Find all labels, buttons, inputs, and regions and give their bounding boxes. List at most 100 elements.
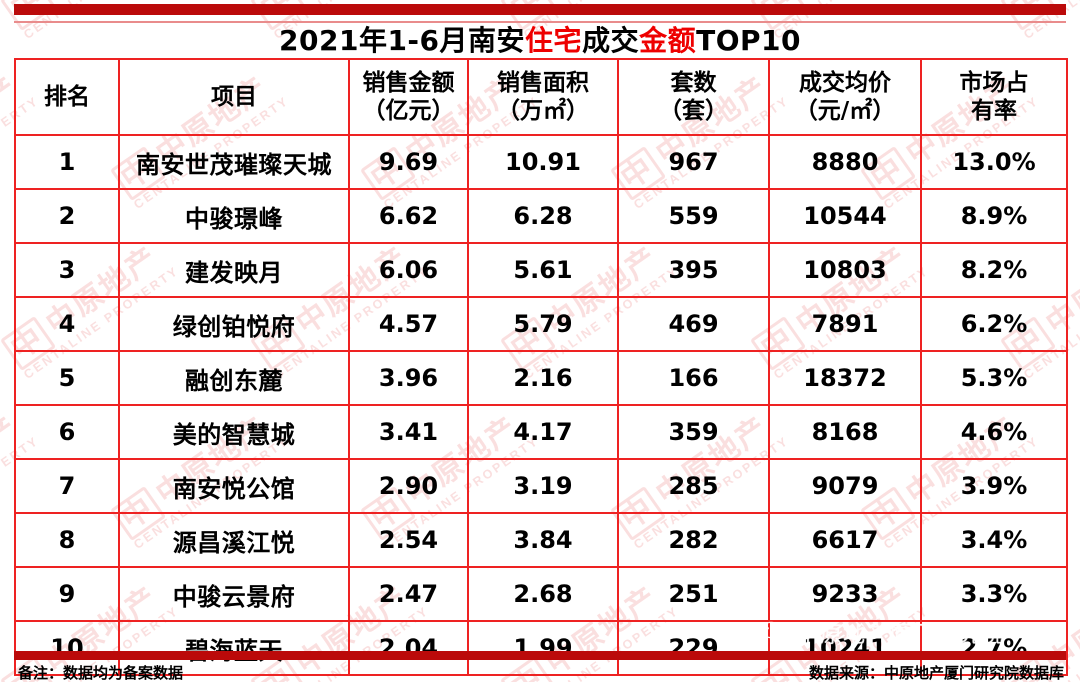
col-header-sales-area-line2: （万㎡） bbox=[497, 98, 589, 124]
cell-sales-amount: 9.69 bbox=[348, 134, 469, 190]
cell-units: 967 bbox=[617, 134, 770, 190]
cell-sales-area: 10.91 bbox=[467, 134, 619, 190]
cell-sales-area: 6.28 bbox=[467, 188, 619, 244]
table-row: 9 中骏云景府 2.47 2.68 251 9233 3.3% bbox=[14, 566, 1068, 622]
cell-market-share: 8.2% bbox=[920, 242, 1068, 298]
col-header-rank-line1: 排名 bbox=[44, 83, 90, 110]
table-header-row: 排名 项目 销售金额 （亿元） 销售面积 （万㎡） 套数 （套） bbox=[14, 58, 1068, 136]
cell-sales-amount: 2.47 bbox=[348, 566, 469, 622]
cell-project-name: 南安悦公馆 bbox=[118, 458, 350, 514]
page-title: 2021年1-6月南安住宅成交金额TOP10 bbox=[14, 24, 1066, 57]
cell-sales-amount: 2.90 bbox=[348, 458, 469, 514]
top-accent-bar bbox=[14, 4, 1066, 15]
cell-units: 229 bbox=[617, 620, 770, 676]
col-header-sales-area-line1: 销售面积 bbox=[497, 69, 589, 96]
cell-market-share: 3.9% bbox=[920, 458, 1068, 514]
col-header-project: 项目 bbox=[118, 58, 350, 136]
cell-units: 359 bbox=[617, 404, 770, 460]
bottom-accent-bar bbox=[14, 651, 1066, 660]
col-header-avg-price-line2: （元/㎡） bbox=[794, 98, 896, 124]
cell-sales-area: 3.19 bbox=[467, 458, 619, 514]
col-header-units-line1: 套数 bbox=[670, 69, 717, 96]
cell-sales-amount: 6.62 bbox=[348, 188, 469, 244]
cell-avg-price: 6617 bbox=[768, 512, 922, 568]
cell-market-share: 6.2% bbox=[920, 296, 1068, 352]
table-row: 5 融创东麓 3.96 2.16 166 18372 5.3% bbox=[14, 350, 1068, 406]
cell-sales-area: 3.84 bbox=[467, 512, 619, 568]
cell-project-name: 源昌溪江悦 bbox=[118, 512, 350, 568]
col-header-avg-price-line1: 成交均价 bbox=[799, 69, 891, 96]
col-header-sales-amount-line1: 销售金额 bbox=[362, 69, 455, 96]
cell-rank: 1 bbox=[14, 134, 120, 190]
table-row: 2 中骏璟峰 6.62 6.28 559 10544 8.9% bbox=[14, 188, 1068, 244]
cell-sales-amount: 3.96 bbox=[348, 350, 469, 406]
table-row: 6 美的智慧城 3.41 4.17 359 8168 4.6% bbox=[14, 404, 1068, 460]
cell-avg-price: 7891 bbox=[768, 296, 922, 352]
cell-market-share: 4.6% bbox=[920, 404, 1068, 460]
footnote-note: 备注：数据均为备案数据 bbox=[18, 664, 184, 682]
title-highlight-residential: 住宅 bbox=[525, 24, 583, 57]
col-header-units-line2: （套） bbox=[659, 98, 728, 124]
cell-units: 395 bbox=[617, 242, 770, 298]
cell-sales-area: 1.99 bbox=[467, 620, 619, 676]
cell-market-share: 3.4% bbox=[920, 512, 1068, 568]
cell-avg-price: 9233 bbox=[768, 566, 922, 622]
cell-sales-amount: 3.41 bbox=[348, 404, 469, 460]
footnote-source: 数据来源：中原地产厦门研究院数据库 bbox=[808, 664, 1064, 682]
cell-sales-amount: 2.54 bbox=[348, 512, 469, 568]
cell-project-name: 美的智慧城 bbox=[118, 404, 350, 460]
cell-rank: 2 bbox=[14, 188, 120, 244]
cell-units: 559 bbox=[617, 188, 770, 244]
cell-project-name: 建发映月 bbox=[118, 242, 350, 298]
cell-units: 282 bbox=[617, 512, 770, 568]
cell-rank: 6 bbox=[14, 404, 120, 460]
cell-units: 285 bbox=[617, 458, 770, 514]
cell-units: 166 bbox=[617, 350, 770, 406]
title-prefix: 2021年1-6月南安 bbox=[279, 24, 526, 57]
cell-avg-price: 10544 bbox=[768, 188, 922, 244]
col-header-market-share: 市场占 有率 bbox=[920, 58, 1068, 136]
cell-rank: 7 bbox=[14, 458, 120, 514]
cell-rank: 9 bbox=[14, 566, 120, 622]
cell-sales-area: 2.68 bbox=[467, 566, 619, 622]
col-header-market-share-line2: 有率 bbox=[971, 98, 1017, 124]
col-header-sales-area: 销售面积 （万㎡） bbox=[467, 58, 619, 136]
title-suffix: TOP10 bbox=[696, 24, 801, 57]
cell-avg-price: 8880 bbox=[768, 134, 922, 190]
col-header-rank: 排名 bbox=[14, 58, 120, 136]
table-row: 3 建发映月 6.06 5.61 395 10803 8.2% bbox=[14, 242, 1068, 298]
cell-rank: 5 bbox=[14, 350, 120, 406]
cell-avg-price: 18372 bbox=[768, 350, 922, 406]
cell-sales-amount: 4.57 bbox=[348, 296, 469, 352]
col-header-sales-amount-line2: （亿元） bbox=[362, 98, 455, 124]
table-row: 8 源昌溪江悦 2.54 3.84 282 6617 3.4% bbox=[14, 512, 1068, 568]
col-header-sales-amount: 销售金额 （亿元） bbox=[348, 58, 469, 136]
cell-sales-area: 4.17 bbox=[467, 404, 619, 460]
cell-sales-amount: 6.06 bbox=[348, 242, 469, 298]
cell-market-share: 13.0% bbox=[920, 134, 1068, 190]
col-header-units: 套数 （套） bbox=[617, 58, 770, 136]
cell-rank: 4 bbox=[14, 296, 120, 352]
cell-project-name: 绿创铂悦府 bbox=[118, 296, 350, 352]
cell-sales-amount: 2.04 bbox=[348, 620, 469, 676]
cell-market-share: 3.3% bbox=[920, 566, 1068, 622]
col-header-project-line1: 项目 bbox=[211, 83, 257, 110]
col-header-market-share-line1: 市场占 bbox=[959, 69, 1029, 96]
cell-project-name: 南安世茂璀璨天城 bbox=[118, 134, 350, 190]
title-highlight-amount: 金额 bbox=[639, 24, 697, 57]
cell-sales-area: 5.79 bbox=[467, 296, 619, 352]
cell-avg-price: 9079 bbox=[768, 458, 922, 514]
cell-sales-area: 5.61 bbox=[467, 242, 619, 298]
cell-sales-area: 2.16 bbox=[467, 350, 619, 406]
cell-market-share: 2.7% bbox=[920, 620, 1068, 676]
cell-project-name: 融创东麓 bbox=[118, 350, 350, 406]
cell-avg-price: 10803 bbox=[768, 242, 922, 298]
table-row: 4 绿创铂悦府 4.57 5.79 469 7891 6.2% bbox=[14, 296, 1068, 352]
table-body: 1 南安世茂璀璨天城 9.69 10.91 967 8880 13.0% 2 中骏璟峰 6.62 6… bbox=[14, 134, 1068, 676]
cell-units: 251 bbox=[617, 566, 770, 622]
cell-market-share: 8.9% bbox=[920, 188, 1068, 244]
cell-avg-price: 8168 bbox=[768, 404, 922, 460]
ranking-table: 排名 项目 销售金额 （亿元） 销售面积 （万㎡） 套数 （套） bbox=[14, 58, 1068, 676]
table-row: 7 南安悦公馆 2.90 3.19 285 9079 3.9% bbox=[14, 458, 1068, 514]
